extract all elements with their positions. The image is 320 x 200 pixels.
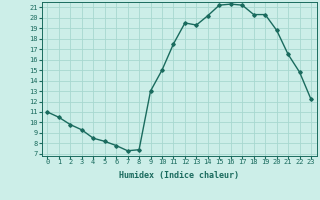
X-axis label: Humidex (Indice chaleur): Humidex (Indice chaleur) (119, 171, 239, 180)
